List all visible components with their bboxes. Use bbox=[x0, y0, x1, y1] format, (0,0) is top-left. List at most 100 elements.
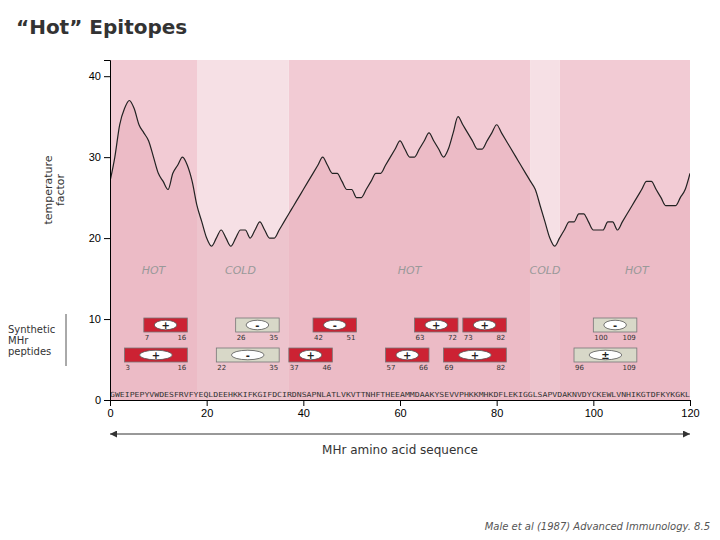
region-label: HOT bbox=[398, 264, 423, 277]
peptide-ellipse bbox=[299, 350, 322, 360]
x-tick: 80 bbox=[491, 400, 503, 419]
peptide-box bbox=[444, 348, 507, 362]
curve-line bbox=[110, 100, 690, 246]
peptide-box bbox=[574, 348, 637, 362]
peptide-sign: + bbox=[306, 350, 314, 361]
x-tick-label: 100 bbox=[585, 407, 603, 419]
region-label: COLD bbox=[530, 264, 561, 277]
peptide-end-label: 109 bbox=[622, 364, 635, 372]
plot-marks bbox=[110, 60, 690, 400]
y-axis-line bbox=[104, 61, 111, 401]
peptide-ellipse bbox=[459, 350, 492, 360]
x-tick-mark bbox=[497, 400, 498, 406]
peptide-ellipse bbox=[473, 320, 496, 330]
title: “Hot” Epitopes bbox=[16, 15, 187, 39]
peptide-end-label: 35 bbox=[269, 364, 278, 372]
peptide-box bbox=[463, 318, 507, 332]
x-tick: 120 bbox=[681, 400, 699, 419]
peptide-box bbox=[236, 318, 280, 332]
peptide-box bbox=[216, 348, 279, 362]
y-tick: 20 bbox=[89, 232, 110, 244]
peptide-box bbox=[386, 348, 430, 362]
x-tick-mark bbox=[303, 400, 304, 406]
region-label: COLD bbox=[225, 264, 256, 277]
x-axis: 0 20 40 60 80 100 120 bbox=[107, 400, 699, 419]
peptide-ellipse bbox=[231, 350, 264, 360]
peptide-end-label: 82 bbox=[496, 364, 505, 372]
peptides-label: SyntheticMHrpeptides bbox=[8, 324, 55, 357]
x-tick-label: 40 bbox=[298, 407, 310, 419]
x-tick-label: 0 bbox=[107, 407, 113, 419]
peptide-ellipse bbox=[396, 350, 419, 360]
peptide-start-label: 57 bbox=[387, 364, 396, 372]
peptide-start-label: 73 bbox=[464, 334, 473, 342]
x-tick: 20 bbox=[201, 400, 213, 419]
x-axis-line bbox=[111, 401, 691, 407]
y-tick-label: 0 bbox=[95, 394, 101, 406]
peptide-bracket bbox=[66, 314, 67, 366]
peptide-end-label: 72 bbox=[448, 334, 457, 342]
peptide-start-label: 3 bbox=[126, 364, 130, 372]
peptide-ellipse bbox=[589, 350, 622, 360]
y-tick: 0 bbox=[95, 394, 110, 406]
y-tick: 40 bbox=[89, 70, 110, 82]
curve-area bbox=[110, 100, 690, 400]
peptide-start-label: 69 bbox=[445, 364, 454, 372]
peptide-start-label: 37 bbox=[290, 364, 299, 372]
x-tick: 100 bbox=[585, 400, 603, 419]
x-axis-title: MHr amino acid sequence bbox=[322, 443, 478, 457]
peptide-start-label: 26 bbox=[237, 334, 246, 342]
peptide-end-label: 109 bbox=[622, 334, 635, 342]
peptide-ellipse bbox=[604, 320, 627, 330]
peptide-ellipse bbox=[246, 320, 269, 330]
peptide-box bbox=[144, 318, 188, 332]
peptide-ellipse bbox=[154, 320, 177, 330]
peptide-sign: - bbox=[613, 320, 617, 331]
y-tick: 10 bbox=[89, 313, 110, 325]
chart: “Hot” Epitopes+716-2635-4251+6372+7382-1… bbox=[0, 0, 720, 540]
x-tick: 40 bbox=[298, 400, 310, 419]
peptide-start-label: 42 bbox=[314, 334, 323, 342]
peptide-start-label: 100 bbox=[594, 334, 607, 342]
peptide-end-label: 82 bbox=[496, 334, 505, 342]
peptide-box bbox=[313, 318, 357, 332]
peptide-start-label: 63 bbox=[416, 334, 425, 342]
plot-texts: +716-2635-4251+6372+7382-100109+316-2235… bbox=[110, 264, 690, 399]
peptide-end-label: 66 bbox=[419, 364, 428, 372]
y-tick-mark bbox=[104, 238, 110, 239]
peptide-sign: + bbox=[152, 350, 160, 361]
peptide-sign: + bbox=[480, 320, 488, 331]
peptide-sign: + bbox=[161, 320, 169, 331]
y-axis: 0 10 20 30 40 bbox=[89, 61, 111, 407]
peptide-sign: ± bbox=[601, 350, 609, 361]
peptide-sign: - bbox=[255, 320, 259, 331]
peptide-end-label: 16 bbox=[177, 364, 186, 372]
peptide-end-label: 46 bbox=[322, 364, 331, 372]
peptide-end-label: 51 bbox=[347, 334, 356, 342]
peptide-sign: + bbox=[403, 350, 411, 361]
peptide-end-label: 16 bbox=[177, 334, 186, 342]
y-tick-label: 30 bbox=[89, 151, 101, 163]
peptide-ellipse bbox=[323, 320, 346, 330]
y-tick-label: 10 bbox=[89, 313, 101, 325]
x-tick-mark bbox=[690, 400, 691, 406]
plot-area: +716-2635-4251+6372+7382-100109+316-2235… bbox=[42, 60, 700, 457]
peptide-box bbox=[125, 348, 188, 362]
peptide-start-label: 96 bbox=[575, 364, 584, 372]
peptide-sign: - bbox=[246, 350, 250, 361]
x-tick-label: 60 bbox=[394, 407, 406, 419]
x-tick-mark bbox=[593, 400, 594, 406]
peptide-box bbox=[415, 318, 459, 332]
peptide-sign: + bbox=[471, 350, 479, 361]
y-axis-title: temperaturefactor bbox=[42, 155, 67, 224]
peptide-start-label: 22 bbox=[217, 364, 226, 372]
x-tick-mark bbox=[207, 400, 208, 406]
y-tick-mark bbox=[104, 76, 110, 77]
y-tick-label: 20 bbox=[89, 232, 101, 244]
region-label: HOT bbox=[142, 264, 167, 277]
peptide-ellipse bbox=[425, 320, 448, 330]
x-tick-mark bbox=[400, 400, 401, 406]
x-tick: 60 bbox=[394, 400, 406, 419]
x-bracket bbox=[110, 434, 690, 435]
y-tick-mark bbox=[104, 157, 110, 158]
